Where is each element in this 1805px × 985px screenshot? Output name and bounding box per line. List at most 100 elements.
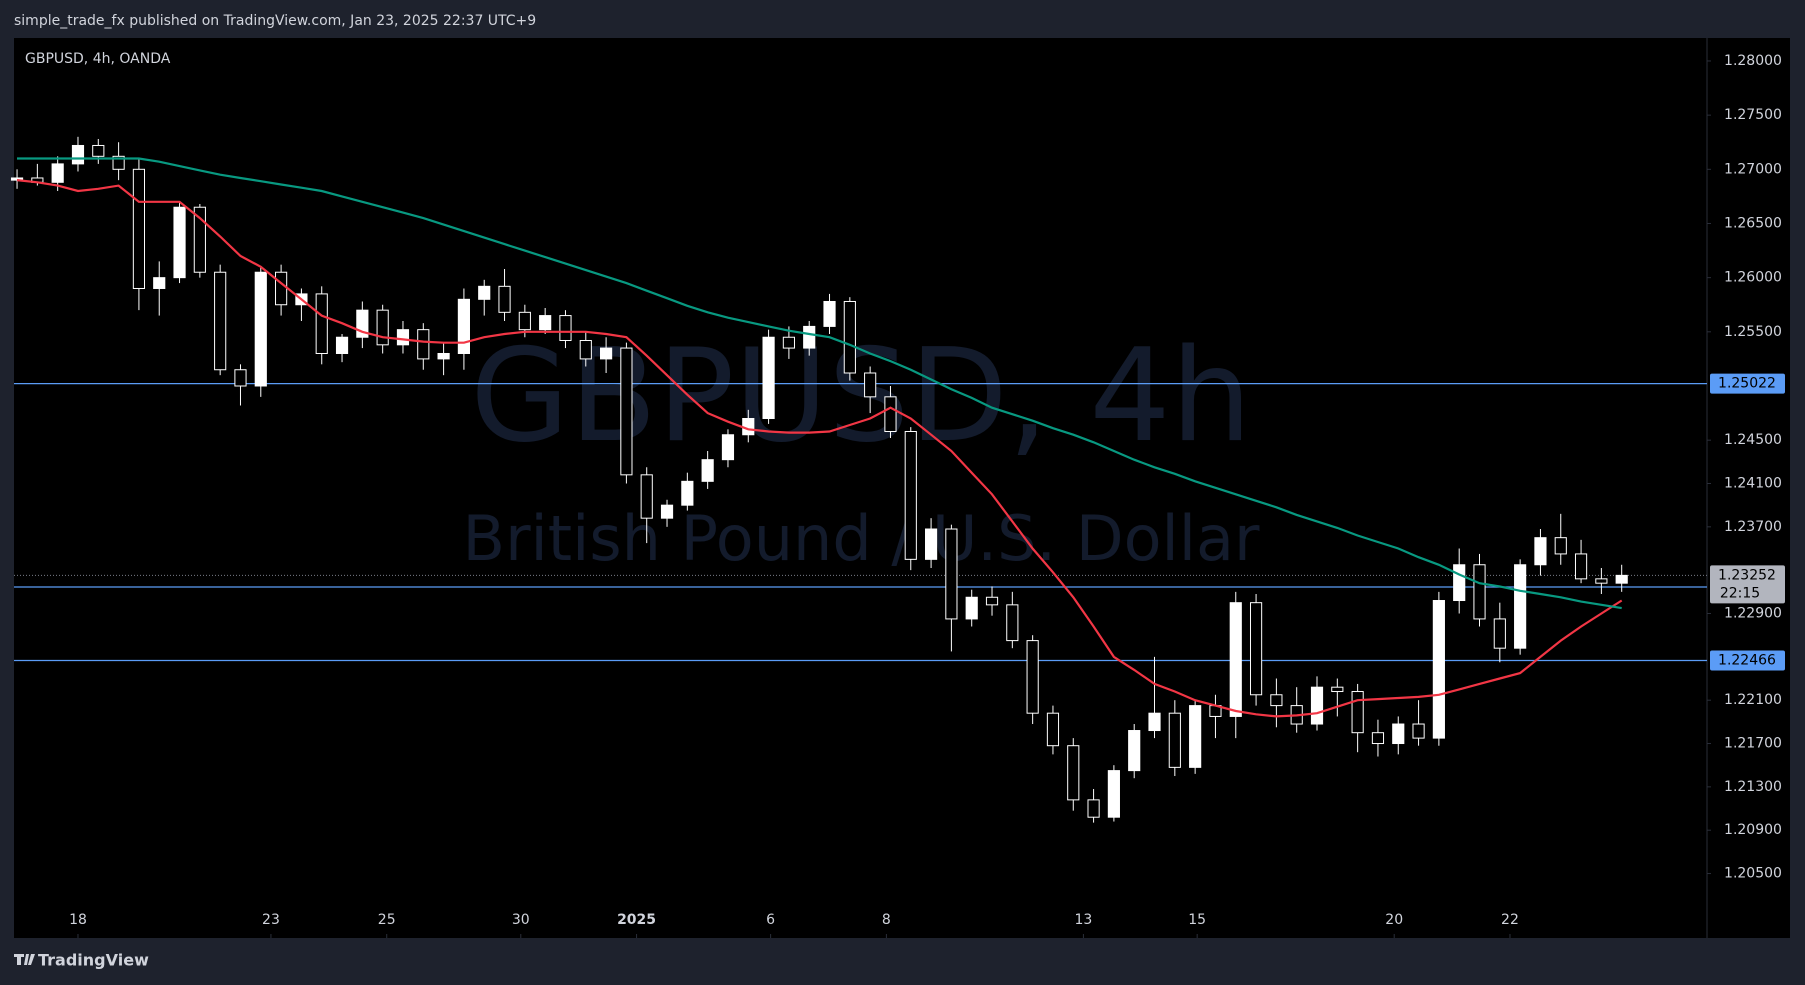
candle-body <box>884 396 897 432</box>
candle-body <box>1351 691 1364 734</box>
candle-body <box>864 372 877 398</box>
candle-body <box>92 144 105 157</box>
y-tick-label: 1.21300 <box>1724 779 1782 795</box>
candle-body <box>1087 799 1100 818</box>
candle-body <box>965 596 978 620</box>
candle-body <box>1432 600 1445 739</box>
x-tick-label: 30 <box>512 912 530 928</box>
candle-body <box>1595 578 1608 584</box>
candle-body <box>782 336 795 349</box>
y-tick-label: 1.23700 <box>1724 519 1782 535</box>
candle-body <box>1046 712 1060 747</box>
candle-body <box>600 347 613 360</box>
y-tick-label: 1.24100 <box>1724 476 1782 492</box>
x-tick-label: 18 <box>69 912 87 928</box>
x-tick-label: 25 <box>378 912 396 928</box>
y-tick-label: 1.22900 <box>1724 606 1782 622</box>
candle-body <box>275 271 288 306</box>
candle-body <box>1128 730 1141 772</box>
candle-body <box>478 285 491 300</box>
candle-body <box>396 329 410 346</box>
last-price-label: 1.23252 <box>1718 567 1776 583</box>
candle-body <box>1514 564 1527 649</box>
candle-body <box>1534 537 1547 566</box>
logo-icon <box>14 954 35 965</box>
level-label-box <box>1710 373 1785 394</box>
candle-body <box>579 339 592 360</box>
last-price-box <box>1710 565 1785 604</box>
candle-body <box>1453 564 1466 602</box>
candle-body <box>335 336 349 354</box>
candle-body <box>823 300 836 327</box>
candle-body <box>945 528 958 620</box>
candle-body <box>924 528 938 560</box>
candle-body <box>214 271 227 371</box>
candle-body <box>132 168 146 289</box>
candle-body <box>71 144 85 165</box>
candle-body <box>762 336 775 419</box>
y-tick-label: 1.27000 <box>1724 161 1782 177</box>
y-tick-label: 1.27500 <box>1724 107 1782 123</box>
candle-body <box>1148 712 1161 732</box>
candle-body <box>193 206 206 273</box>
candle-body <box>803 325 816 349</box>
ma-line <box>17 157 1622 610</box>
y-tick-label: 1.20500 <box>1724 866 1782 882</box>
candle-body <box>559 315 572 341</box>
x-tick-label: 15 <box>1188 912 1206 928</box>
x-tick-label: 13 <box>1075 912 1093 928</box>
candle-body <box>1615 574 1628 584</box>
candle-body <box>1067 745 1080 801</box>
ma-line <box>16 179 1623 718</box>
candle-body <box>1493 618 1506 649</box>
y-tick-label: 1.28000 <box>1724 53 1782 69</box>
candle-body <box>721 434 735 461</box>
candle-body <box>112 155 125 170</box>
y-tick-label: 1.24500 <box>1724 432 1782 448</box>
candle-body <box>1392 723 1405 745</box>
candle-body <box>498 285 511 313</box>
y-tick-label: 1.22100 <box>1724 692 1782 708</box>
candle-body <box>1310 686 1324 725</box>
candle-body <box>254 271 267 387</box>
candle-body <box>315 293 328 354</box>
x-tick-label: 6 <box>766 912 775 928</box>
candle-body <box>1189 705 1202 768</box>
watermark-subtitle: British Pound / U.S. Dollar <box>463 502 1260 575</box>
candle-body <box>620 347 633 476</box>
candle-body <box>173 206 186 279</box>
countdown: 22:15 <box>1720 585 1760 601</box>
candle-body <box>843 300 856 374</box>
candle-body <box>1331 686 1344 693</box>
y-tick-label: 1.26500 <box>1724 215 1782 231</box>
candle-body <box>904 430 917 560</box>
header: simple_trade_fx published on TradingView… <box>14 13 536 29</box>
symbol-label: GBPUSD, 4h, OANDA <box>25 51 171 67</box>
x-tick-label: 22 <box>1501 912 1519 928</box>
y-tick-label: 1.25500 <box>1724 324 1782 340</box>
x-tick-label: 20 <box>1385 912 1403 928</box>
watermark: GBPUSD, 4h <box>470 322 1252 471</box>
candle-body <box>742 417 755 436</box>
candle-body <box>640 474 653 519</box>
candle-body <box>51 163 64 183</box>
candle-body <box>539 315 552 331</box>
candle-body <box>1554 537 1567 555</box>
candle-body <box>457 298 470 354</box>
candle-body <box>518 311 531 331</box>
candle-body <box>1006 604 1019 642</box>
y-tick-label: 1.26000 <box>1724 270 1782 286</box>
candle-body <box>1107 770 1120 818</box>
level-label: 1.25022 <box>1718 376 1776 392</box>
candle-body <box>356 309 369 338</box>
footer: TradingView <box>38 951 149 970</box>
candle-body <box>1026 640 1039 714</box>
candle-body <box>701 459 714 482</box>
candle-body <box>1168 712 1181 768</box>
candle-body <box>1371 732 1385 745</box>
plot-background <box>14 38 1790 938</box>
x-tick-label: 8 <box>882 912 891 928</box>
candle-body <box>153 277 166 289</box>
